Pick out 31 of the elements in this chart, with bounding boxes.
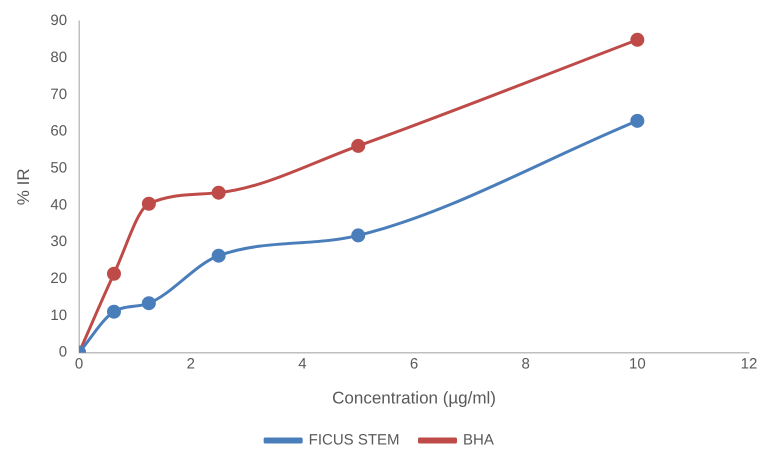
point	[106, 304, 121, 319]
x-tick-label: 10	[629, 356, 646, 373]
point	[142, 196, 156, 211]
point	[351, 138, 366, 153]
y-tick-label: 40	[50, 196, 68, 214]
point	[212, 248, 226, 263]
y-tick-label: 50	[50, 160, 68, 177]
y-tick-label: 30	[50, 233, 68, 250]
point	[351, 228, 366, 242]
x-tick-label: 0	[74, 356, 84, 373]
y-tick-label: 60	[50, 122, 68, 140]
y-tick-label: 10	[50, 306, 68, 324]
x-axis-title: Concentration (µg/ml)	[332, 388, 496, 408]
y-tick-label: 80	[50, 48, 68, 66]
x-tick-label: 6	[410, 356, 418, 373]
legend-label: FICUS STEM	[308, 432, 400, 449]
point	[142, 296, 156, 310]
point	[106, 266, 121, 281]
x-tick-label: 4	[298, 356, 307, 373]
y-tick-label: 20	[50, 270, 68, 288]
y-tick-label: 70	[50, 86, 68, 103]
x-tick-label: 12	[740, 356, 758, 373]
legend-label: BHA	[462, 432, 494, 449]
y-tick-label: 90	[50, 12, 68, 30]
y-axis-title: % IR	[14, 168, 33, 206]
x-tick-label: 2	[186, 356, 195, 373]
x-tick-label: 8	[522, 356, 530, 373]
point	[212, 186, 226, 200]
point	[630, 32, 644, 47]
point	[630, 114, 644, 128]
y-tick-label: 0	[58, 344, 68, 361]
